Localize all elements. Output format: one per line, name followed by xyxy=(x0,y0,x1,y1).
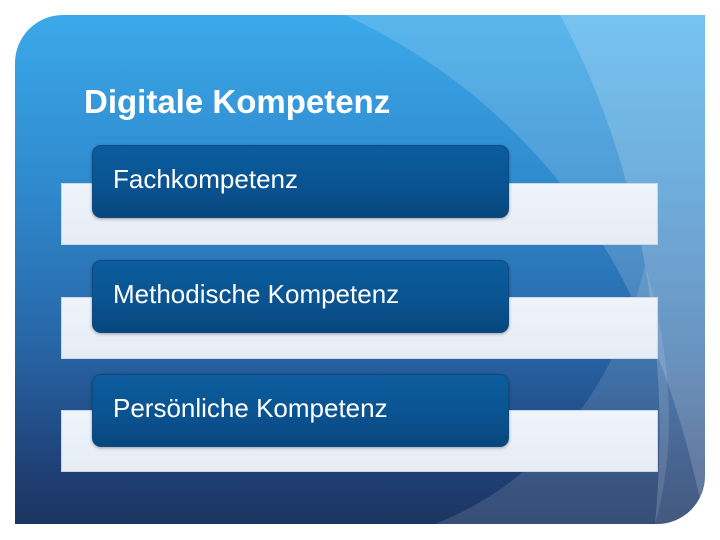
item-methodische-kompetenz: Methodische Kompetenz xyxy=(92,260,509,333)
slide-title: Digitale Kompetenz xyxy=(84,83,391,120)
item-label: Persönliche Kompetenz xyxy=(113,393,388,423)
item-fachkompetenz: Fachkompetenz xyxy=(92,145,509,218)
item-label: Methodische Kompetenz xyxy=(113,279,400,309)
item-persoenliche-kompetenz: Persönliche Kompetenz xyxy=(92,374,509,447)
item-label: Fachkompetenz xyxy=(113,164,298,194)
